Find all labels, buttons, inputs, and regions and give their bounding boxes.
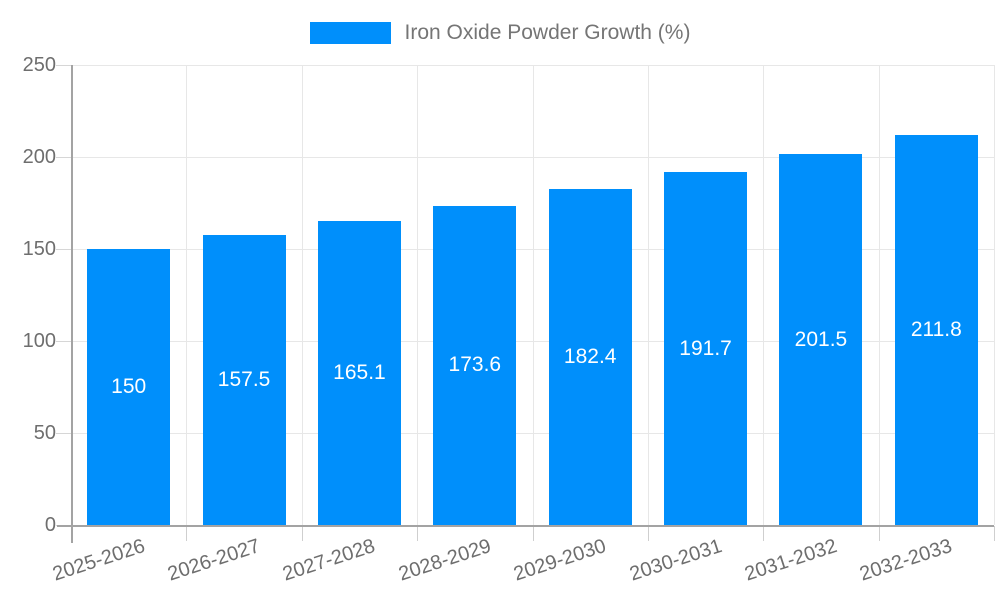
gridline-vertical: [994, 65, 995, 525]
gridline-vertical: [647, 65, 649, 525]
x-axis-tick: [186, 526, 188, 541]
x-axis-line: [57, 525, 994, 527]
bar-value-label: 201.5: [794, 327, 848, 351]
y-axis-tick: [56, 341, 71, 342]
y-axis-tick-label: 250: [22, 54, 56, 76]
y-axis-tick: [56, 249, 71, 250]
y-axis-tick: [56, 65, 71, 66]
bar[interactable]: 201.5: [779, 154, 863, 525]
gridline-vertical: [878, 65, 880, 525]
gridline-vertical: [301, 65, 303, 525]
bar[interactable]: 211.8: [894, 135, 978, 525]
bar-value-label: 150: [111, 375, 147, 398]
chart-legend: Iron Oxide Powder Growth (%): [0, 21, 1000, 45]
x-axis-tick: [763, 526, 765, 541]
x-axis-tick: [994, 526, 995, 541]
bar-value-label: 182.4: [563, 345, 617, 369]
legend-swatch-icon: [309, 22, 391, 44]
bar[interactable]: 173.6: [433, 205, 517, 525]
bar-value-label: 211.8: [910, 318, 962, 342]
x-axis-tick: [301, 526, 303, 541]
bar[interactable]: 191.7: [664, 172, 748, 525]
y-axis-tick: [56, 433, 71, 434]
gridline-vertical: [186, 65, 188, 525]
x-axis-tick: [878, 526, 880, 541]
gridline-vertical: [532, 65, 534, 525]
bar-value-label: 157.5: [217, 368, 271, 392]
y-axis-tick: [56, 157, 71, 158]
gridline-vertical: [763, 65, 765, 525]
x-axis-tick: [647, 526, 649, 541]
legend-label: Iron Oxide Powder Growth (%): [404, 21, 691, 44]
y-axis-tick-label: 100: [22, 330, 56, 352]
x-axis-tick: [532, 526, 534, 541]
y-axis-tick-label: 50: [33, 422, 56, 444]
bar[interactable]: 157.5: [202, 235, 286, 525]
y-axis-tick-label: 150: [22, 238, 56, 260]
y-axis-tick-label: 200: [22, 146, 56, 168]
bar-value-label: 191.7: [679, 336, 732, 360]
x-axis-tick: [417, 526, 419, 541]
bar-value-label: 173.6: [448, 353, 502, 377]
legend-item[interactable]: Iron Oxide Powder Growth (%): [309, 21, 691, 45]
bar[interactable]: 165.1: [317, 221, 401, 525]
bar[interactable]: 182.4: [548, 189, 632, 525]
bar-value-label: 165.1: [333, 361, 386, 385]
bar[interactable]: 150: [87, 249, 171, 525]
y-axis-tick-label: 0: [44, 514, 56, 536]
gridline-vertical: [417, 65, 419, 525]
y-axis-line: [71, 65, 73, 543]
